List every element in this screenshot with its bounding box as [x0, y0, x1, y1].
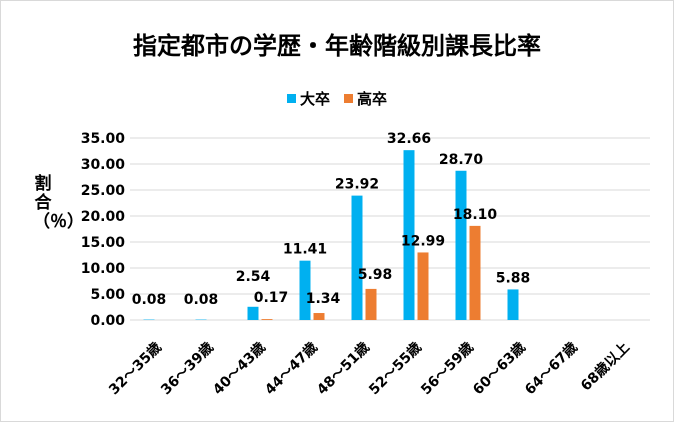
bar-daisotsu — [299, 260, 311, 320]
x-tick-label: 56～59歳 — [417, 339, 476, 398]
y-tick-label: 0.00 — [90, 313, 125, 329]
chart-title: 指定都市の学歴・年齢階級別課長比率 — [133, 32, 541, 60]
data-label: 5.98 — [358, 267, 393, 283]
x-tick-label: 60～63歳 — [469, 339, 528, 398]
bar-daisotsu — [507, 289, 519, 320]
y-tick-label: 5.00 — [90, 287, 125, 303]
data-label: 2.54 — [236, 269, 271, 285]
legend-item-kousotsu: 高卒 — [344, 88, 387, 109]
data-label: 0.08 — [132, 292, 167, 308]
x-tick-label: 32～35歳 — [105, 339, 164, 398]
y-tick-label: 10.00 — [81, 261, 126, 277]
y-tick-label: 30.00 — [81, 157, 126, 173]
x-tick-label: 44～47歳 — [261, 339, 320, 398]
data-label: 1.34 — [306, 291, 341, 307]
y-tick-label: 35.00 — [81, 131, 126, 147]
bar-kousotsu — [417, 252, 429, 320]
bar-kousotsu — [365, 288, 377, 320]
y-tick-label: 25.00 — [81, 183, 126, 199]
bar-daisotsu — [403, 150, 415, 320]
data-label: 5.88 — [496, 270, 531, 286]
legend-label-kousotsu: 高卒 — [357, 90, 388, 108]
legend-item-daisotsu: 大卒 — [286, 88, 330, 109]
y-tick-label: 20.00 — [81, 209, 126, 225]
data-label: 32.66 — [387, 131, 431, 147]
legend-swatch-daisotsu — [286, 94, 296, 103]
bar-daisotsu — [351, 195, 363, 320]
legend-label-daisotsu: 大卒 — [299, 90, 330, 108]
legend-swatch-kousotsu — [344, 94, 353, 103]
x-tick-label: 36～39歳 — [157, 339, 216, 398]
bar-kousotsu — [469, 225, 481, 320]
y-tick-label: 15.00 — [81, 235, 126, 251]
legend: 大卒 高卒 — [0, 88, 674, 109]
bar-kousotsu — [261, 319, 273, 320]
data-label: 12.99 — [401, 233, 445, 249]
x-tick-label: 68歳以上 — [577, 339, 632, 394]
data-label: 28.70 — [439, 152, 484, 168]
x-tick-label: 64～67歳 — [521, 339, 580, 398]
x-tick-label: 52～55歳 — [365, 339, 424, 398]
data-label: 0.08 — [184, 292, 219, 308]
data-label: 23.92 — [335, 177, 379, 193]
bar-daisotsu — [247, 306, 259, 320]
bar-daisotsu — [455, 170, 467, 320]
data-label: 11.41 — [283, 242, 327, 258]
bar-kousotsu — [313, 313, 325, 320]
x-tick-label: 48～51歳 — [313, 339, 372, 398]
data-label: 18.10 — [453, 207, 498, 223]
data-label: 0.17 — [254, 290, 289, 306]
x-tick-label: 40～43歳 — [209, 339, 268, 398]
